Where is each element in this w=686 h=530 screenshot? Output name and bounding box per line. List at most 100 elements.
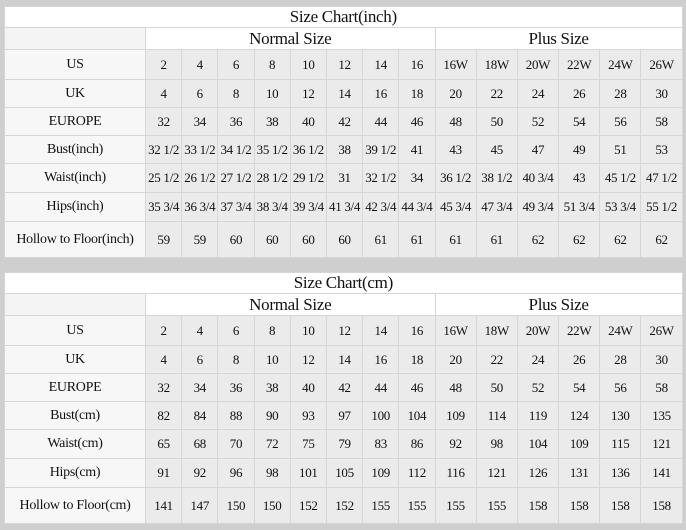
normal-size-header: Normal Size xyxy=(145,27,436,50)
size-cell: 26 xyxy=(558,79,601,108)
size-cell: 158 xyxy=(640,487,683,524)
size-cell: 61 xyxy=(434,221,477,258)
size-cell: 109 xyxy=(362,458,400,488)
size-cell: 44 3/4 xyxy=(398,192,436,222)
size-cell: 24 xyxy=(516,79,560,108)
size-cell: 10 xyxy=(253,345,291,374)
size-cell: 44 xyxy=(362,373,400,402)
size-cell: 49 3/4 xyxy=(516,192,560,222)
size-cell: 26 1/2 xyxy=(181,163,219,193)
size-cell: 20W xyxy=(516,315,560,346)
size-cell: 20 xyxy=(434,79,477,108)
row-label: Bust(cm) xyxy=(4,401,146,430)
size-cell: 25 1/2 xyxy=(144,163,183,193)
size-cell: 32 xyxy=(144,373,183,402)
size-cell: 8 xyxy=(217,79,255,108)
size-cell: 4 xyxy=(181,49,219,80)
size-cell: 42 3/4 xyxy=(362,192,400,222)
plus-size-header: Plus Size xyxy=(434,293,683,316)
row-label: US xyxy=(4,315,146,346)
size-cell: 39 3/4 xyxy=(289,192,327,222)
normal-size-header: Normal Size xyxy=(145,293,436,316)
size-cell: 136 xyxy=(599,458,642,488)
size-cell: 86 xyxy=(398,429,436,459)
size-cell: 22 xyxy=(475,345,518,374)
size-cell: 155 xyxy=(362,487,400,524)
size-cell: 58 xyxy=(640,373,683,402)
size-cell: 40 3/4 xyxy=(516,163,560,193)
size-cell: 38 xyxy=(253,373,291,402)
size-cell: 36 3/4 xyxy=(181,192,219,222)
size-cell: 121 xyxy=(475,458,518,488)
table-row: Waist(inch) 25 1/2 26 1/2 27 1/2 28 1/2 29 1/… xyxy=(4,163,683,193)
size-cell: 35 3/4 xyxy=(144,192,183,222)
size-cell: 105 xyxy=(325,458,364,488)
size-cell: 43 xyxy=(434,135,477,164)
size-cell: 158 xyxy=(558,487,601,524)
row-label: Waist(cm) xyxy=(4,429,146,459)
size-cell: 58 xyxy=(640,107,683,136)
size-cell: 33 1/2 xyxy=(181,135,219,164)
size-cell: 109 xyxy=(558,429,601,459)
size-cell: 97 xyxy=(325,401,364,430)
size-cell: 114 xyxy=(475,401,518,430)
size-cell: 98 xyxy=(475,429,518,459)
size-cell: 50 xyxy=(475,107,518,136)
size-cell: 16 xyxy=(398,315,436,346)
size-cell: 30 xyxy=(640,345,683,374)
size-cell: 119 xyxy=(516,401,560,430)
size-cell: 100 xyxy=(362,401,400,430)
size-cell: 16W xyxy=(434,315,477,346)
size-cell: 20W xyxy=(516,49,560,80)
group-header-row: Normal Size Plus Size xyxy=(4,27,683,50)
size-cell: 16 xyxy=(362,79,400,108)
size-cell: 50 xyxy=(475,373,518,402)
size-cell: 4 xyxy=(181,315,219,346)
size-cell: 16 xyxy=(362,345,400,374)
empty-corner-cell xyxy=(4,293,146,316)
size-cell: 75 xyxy=(289,429,327,459)
size-table: Size Chart(cm) Normal Size Plus Size US 2 4 6 8… xyxy=(4,272,683,524)
size-cell: 61 xyxy=(398,221,436,258)
size-cell: 45 3/4 xyxy=(434,192,477,222)
size-cell: 24W xyxy=(599,49,642,80)
size-cell: 54 xyxy=(558,373,601,402)
table-row: UK 4 6 8 10 12 14 16 18 20 22 24 26 28 30 xyxy=(4,79,683,108)
size-cell: 6 xyxy=(217,49,255,80)
size-cell: 109 xyxy=(434,401,477,430)
chart-title: Size Chart(inch) xyxy=(4,6,683,28)
size-cell: 34 xyxy=(181,373,219,402)
size-cell: 41 3/4 xyxy=(325,192,364,222)
size-cell: 10 xyxy=(289,315,327,346)
size-cell: 26W xyxy=(640,49,683,80)
size-cell: 8 xyxy=(217,345,255,374)
table-row: Bust(inch) 32 1/2 33 1/2 34 1/2 35 1/2 36 1/2… xyxy=(4,135,683,164)
size-cell: 62 xyxy=(599,221,642,258)
size-cell: 2 xyxy=(144,49,183,80)
table-row: EUROPE 32 34 36 38 40 42 44 46 48 50 52 54 56 58 xyxy=(4,373,683,402)
size-cell: 8 xyxy=(253,49,291,80)
size-cell: 36 1/2 xyxy=(434,163,477,193)
plus-size-header: Plus Size xyxy=(434,27,683,50)
size-cell: 8 xyxy=(253,315,291,346)
size-cell: 116 xyxy=(434,458,477,488)
size-cell: 42 xyxy=(325,107,364,136)
size-cell: 62 xyxy=(516,221,560,258)
size-cell: 40 xyxy=(289,107,327,136)
size-cell: 16W xyxy=(434,49,477,80)
size-cell: 104 xyxy=(516,429,560,459)
size-cell: 22 xyxy=(475,79,518,108)
size-cell: 65 xyxy=(144,429,183,459)
size-cell: 28 xyxy=(599,79,642,108)
size-cell: 70 xyxy=(217,429,255,459)
size-cell: 48 xyxy=(434,373,477,402)
size-cell: 26 xyxy=(558,345,601,374)
size-cell: 39 1/2 xyxy=(362,135,400,164)
size-cell: 79 xyxy=(325,429,364,459)
group-header-row: Normal Size Plus Size xyxy=(4,293,683,316)
size-cell: 24 xyxy=(516,345,560,374)
size-cell: 101 xyxy=(289,458,327,488)
size-cell: 47 3/4 xyxy=(475,192,518,222)
table-row: EUROPE 32 34 36 38 40 42 44 46 48 50 52 54 56 58 xyxy=(4,107,683,136)
size-cell: 10 xyxy=(253,79,291,108)
